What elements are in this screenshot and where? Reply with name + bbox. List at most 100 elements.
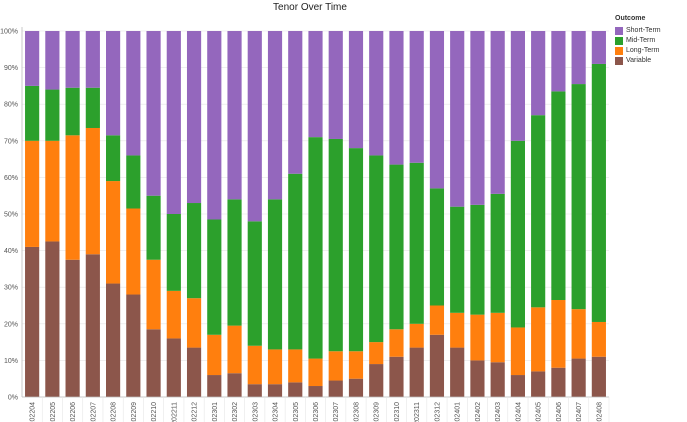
x-tick-label: 202311 <box>414 402 421 422</box>
bar-segment-variable <box>288 382 303 397</box>
x-tick-label: 202302 <box>232 402 239 422</box>
bar-segment-short-term <box>227 31 242 200</box>
y-tick-label: 20% <box>4 321 18 328</box>
x-tick-label: 202308 <box>353 402 360 422</box>
bar-segment-variable <box>106 283 121 397</box>
bar-segment-mid-term <box>65 87 80 136</box>
bar-segment-short-term <box>490 31 505 194</box>
bar-segment-mid-term <box>267 199 283 350</box>
bar-segment-short-term <box>247 31 262 222</box>
bar-segment-mid-term <box>247 221 262 346</box>
bar-segment-mid-term <box>429 188 445 306</box>
bar-segment-long-term <box>166 290 181 339</box>
bar-segment-mid-term <box>25 85 40 141</box>
bar-segment-mid-term <box>166 214 181 291</box>
bar-segment-variable <box>490 362 505 397</box>
y-tick-label: 60% <box>4 175 18 182</box>
x-tick-label: 202307 <box>333 402 340 422</box>
bar-segment-short-term <box>288 31 303 174</box>
bar-segment-variable <box>551 367 566 397</box>
bar-segment-long-term <box>227 325 242 374</box>
bar-segment-variable <box>369 364 384 397</box>
bar-segment-mid-term <box>227 199 242 326</box>
x-tick-label: 202212 <box>192 402 199 422</box>
x-tick-label: 202406 <box>556 402 563 422</box>
bar-segment-mid-term <box>389 164 404 330</box>
y-tick-label: 0% <box>8 395 18 402</box>
bar-segment-short-term <box>409 31 424 163</box>
bar-segment-mid-term <box>510 140 525 328</box>
bar-segment-variable <box>247 384 262 397</box>
bar-segment-mid-term <box>126 155 141 209</box>
bar-segment-variable <box>409 347 424 397</box>
bar-segment-long-term <box>551 300 566 368</box>
bar-segment-short-term <box>369 31 384 156</box>
x-tick-label: 202309 <box>374 402 381 422</box>
bar-segment-short-term <box>267 31 283 200</box>
x-tick-label: 202312 <box>434 402 441 422</box>
bar-segment-short-term <box>166 31 181 214</box>
bar-segment-long-term <box>531 307 546 372</box>
x-tick-label: 202303 <box>252 402 259 422</box>
bar-segment-variable <box>146 329 161 397</box>
bar-segment-short-term <box>106 31 121 136</box>
bar-segment-mid-term <box>328 138 343 352</box>
y-tick-label: 90% <box>4 65 18 72</box>
x-tick-label: 202403 <box>495 402 502 422</box>
bar-segment-long-term <box>45 140 60 242</box>
bar-segment-mid-term <box>470 204 485 315</box>
bar-segment-short-term <box>25 31 40 86</box>
bar-segment-short-term <box>510 31 525 141</box>
legend-swatch <box>615 27 623 35</box>
bar-segment-long-term <box>186 298 202 348</box>
bar-segment-short-term <box>85 31 100 88</box>
bar-segment-variable <box>450 347 465 397</box>
x-tick-label: 202407 <box>576 402 583 422</box>
y-tick-label: 40% <box>4 248 18 255</box>
y-tick-label: 50% <box>4 212 18 219</box>
bar-segment-mid-term <box>551 91 566 301</box>
bar-segment-mid-term <box>146 195 161 260</box>
bar-segment-short-term <box>126 31 141 156</box>
legend: Outcome Short-Term Mid-Term Long-Term Varia… <box>615 14 661 66</box>
bar-segment-mid-term <box>490 193 505 313</box>
legend-item-variable: Variable <box>615 56 661 66</box>
bar-segment-long-term <box>409 323 424 348</box>
bar-segment-long-term <box>328 351 343 381</box>
bar-segment-short-term <box>470 31 485 205</box>
bar-segment-short-term <box>591 31 606 64</box>
x-tick-label: 202402 <box>475 402 482 422</box>
y-tick-label: 70% <box>4 138 18 145</box>
legend-items: Short-Term Mid-Term Long-Term Variable <box>615 26 661 66</box>
bar-segment-mid-term <box>207 219 222 335</box>
x-tick-label: 202401 <box>455 402 462 422</box>
bar-segment-long-term <box>450 312 465 348</box>
x-tick-label: 202206 <box>70 402 77 422</box>
legend-label: Long-Term <box>626 47 660 54</box>
bar-segment-long-term <box>146 259 161 330</box>
bar-segment-variable <box>45 241 60 397</box>
bar-segment-variable <box>389 356 404 397</box>
bar-segment-short-term <box>308 31 323 138</box>
bar-segment-mid-term <box>531 115 546 308</box>
bar-segment-short-term <box>207 31 222 220</box>
bar-segment-variable <box>207 375 222 397</box>
x-tick-label: 202310 <box>394 402 401 422</box>
bar-segment-mid-term <box>571 84 586 310</box>
bar-segment-long-term <box>429 305 445 335</box>
bar-segment-variable <box>348 378 364 397</box>
bar-segment-long-term <box>65 135 80 260</box>
legend-item-long-term: Long-Term <box>615 46 661 56</box>
legend-title: Outcome <box>615 15 646 22</box>
bar-segment-variable <box>186 347 202 397</box>
bar-segment-long-term <box>369 342 384 365</box>
bar-segment-variable <box>227 373 242 397</box>
bar-segment-long-term <box>389 329 404 357</box>
bar-segment-short-term <box>429 31 445 189</box>
bar-segment-short-term <box>186 31 202 204</box>
y-tick-label: 30% <box>4 285 18 292</box>
bar-segment-variable <box>531 371 546 397</box>
bar-segment-long-term <box>247 345 262 385</box>
x-tick-label: 202405 <box>536 402 543 422</box>
